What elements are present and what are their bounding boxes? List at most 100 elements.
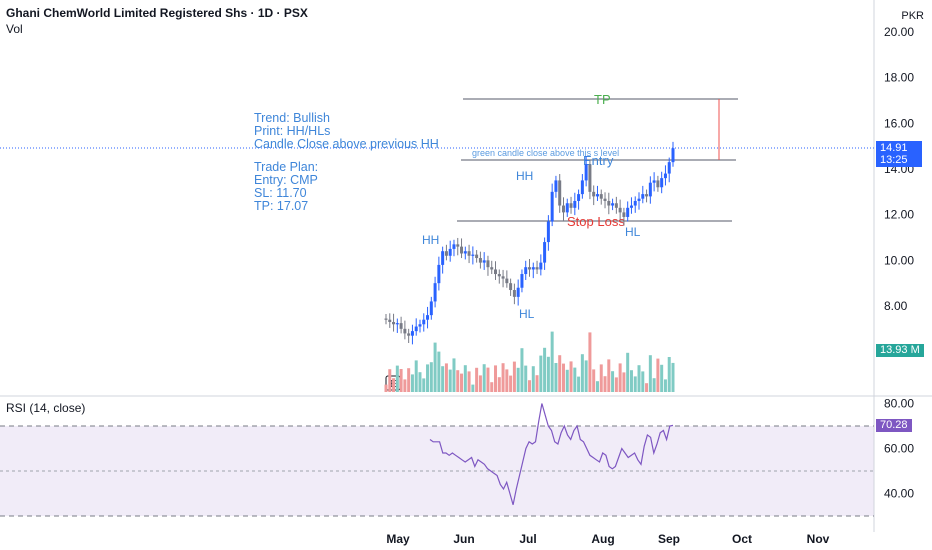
hl-label-1: HL — [519, 307, 535, 321]
rsi-legend[interactable]: RSI (14, close) — [6, 401, 86, 415]
candle-body — [577, 194, 581, 201]
candle-body — [452, 244, 456, 249]
candle-body — [441, 251, 445, 265]
bar-timer: 13:25 — [880, 154, 908, 166]
volume-bar — [558, 355, 562, 392]
candle-body — [652, 180, 656, 183]
volume-bar — [467, 371, 471, 392]
candle-body — [520, 274, 524, 288]
volume-bar — [614, 377, 618, 392]
volume-bar — [426, 364, 430, 392]
volume-bar — [407, 368, 411, 392]
time-tick-label: Jul — [519, 532, 536, 546]
candle-body — [645, 194, 649, 197]
candle-body — [660, 178, 664, 188]
candle-body — [607, 200, 611, 206]
rsi-axis: 40.00 60.00 80.00 — [884, 397, 914, 501]
candle-body — [403, 328, 407, 334]
candle-body — [614, 203, 618, 208]
rsi-line — [429, 403, 674, 505]
volume-bar — [486, 367, 490, 392]
price-tick-label: 8.00 — [884, 299, 908, 313]
hl-label-2: HL — [625, 225, 641, 239]
volume-bar — [660, 364, 664, 392]
candle-body — [512, 290, 516, 297]
candles — [384, 141, 675, 345]
stop-loss-label: Stop Loss — [567, 214, 625, 229]
price-tick-label: 20.00 — [884, 25, 914, 39]
candle-body — [629, 205, 633, 208]
candle-body — [611, 203, 615, 206]
volume-bar — [584, 360, 588, 392]
candle-body — [392, 321, 396, 325]
volume-bar — [607, 359, 611, 392]
candle-body — [437, 264, 441, 284]
volume-bar — [433, 342, 437, 392]
candle-body — [622, 212, 626, 217]
candle-body — [637, 198, 641, 201]
candle-body — [648, 182, 652, 197]
volume-bar — [403, 379, 407, 392]
symbol-title[interactable]: Ghani ChemWorld Limited Registered Shs ·… — [6, 6, 308, 20]
candle-body — [509, 283, 513, 291]
volume-bar — [410, 374, 414, 392]
candle-body — [414, 326, 418, 332]
candle-body — [505, 278, 509, 284]
volume-bar — [501, 363, 505, 392]
candle-body — [384, 318, 388, 320]
volume-bar — [475, 367, 479, 392]
volume-bar — [595, 381, 599, 392]
candle-body — [561, 205, 565, 213]
candle-body — [565, 203, 569, 213]
volume-bar — [573, 367, 577, 392]
candle-body — [486, 260, 490, 268]
volume-bar — [618, 363, 622, 392]
price-tick-label: 16.00 — [884, 116, 914, 130]
volume-bar — [494, 365, 498, 392]
price-tick-label: 18.00 — [884, 71, 914, 85]
note-trend: Trend: Bullish — [254, 111, 330, 125]
volume-bar — [543, 347, 547, 392]
hh-label-2: HH — [516, 169, 533, 183]
candle-body — [490, 267, 494, 270]
volume-bar — [588, 332, 592, 392]
volume-bar — [418, 372, 422, 392]
candle-body — [633, 200, 637, 206]
candle-body — [456, 244, 460, 247]
volume-bar — [611, 371, 615, 392]
volume-bar — [656, 358, 660, 392]
candle-body — [444, 251, 448, 256]
rsi-tick-label: 60.00 — [884, 442, 914, 456]
volume-bar — [569, 361, 573, 392]
volume-bar — [516, 367, 520, 392]
volume-bar — [535, 375, 539, 392]
time-axis: May Jun Jul Aug Sep Oct Nov — [386, 532, 829, 546]
volume-bar — [388, 369, 392, 392]
rsi-tick-label: 40.00 — [884, 487, 914, 501]
volume-bar — [528, 380, 531, 392]
volume-bar — [565, 369, 569, 392]
volume-legend[interactable]: Vol — [6, 22, 23, 36]
note-tp: TP: 17.07 — [254, 199, 309, 213]
currency-label[interactable]: PKR — [901, 10, 924, 22]
candle-body — [407, 333, 411, 336]
candle-body — [558, 180, 562, 206]
note-candle: Candle Close above previous HH — [254, 137, 439, 151]
volume-bar — [592, 369, 596, 392]
candle-body — [448, 248, 452, 256]
candle-body — [595, 194, 599, 197]
candle-body — [395, 323, 399, 325]
last-price-value: 14.91 — [880, 142, 908, 154]
volume-bar — [505, 369, 509, 392]
time-tick-label: Jun — [453, 532, 474, 546]
hh-label-1: HH — [422, 233, 439, 247]
candle-body — [656, 180, 660, 188]
price-tick-label: 12.00 — [884, 208, 914, 222]
time-tick-label: Sep — [658, 532, 680, 546]
candle-body — [429, 301, 433, 316]
volume-bar — [456, 370, 460, 392]
volume-bar — [512, 361, 516, 392]
candle-body — [475, 254, 479, 259]
volume-bar — [550, 331, 554, 392]
volume-bar — [524, 365, 528, 392]
